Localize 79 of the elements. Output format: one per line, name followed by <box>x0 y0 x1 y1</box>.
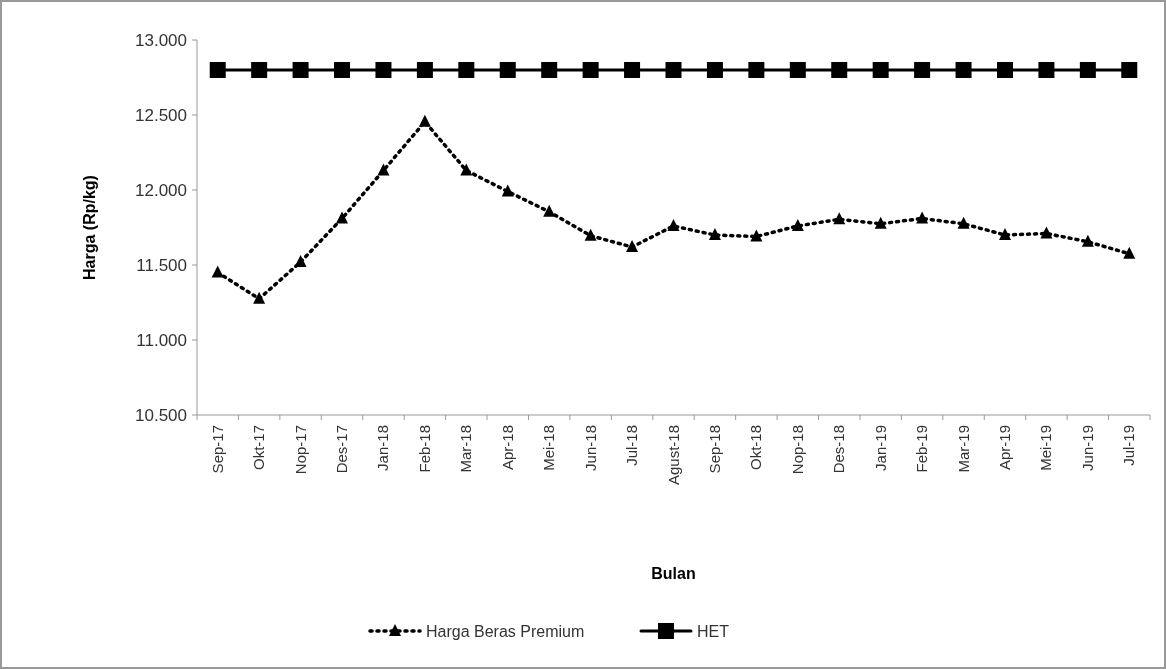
point <box>872 62 889 78</box>
point <box>251 62 268 78</box>
point <box>253 291 266 304</box>
x-tick-label: Jul-18 <box>623 425 641 466</box>
point <box>377 163 390 176</box>
point <box>998 228 1011 240</box>
point <box>336 211 349 224</box>
point <box>708 228 721 240</box>
point <box>914 62 931 78</box>
point <box>874 216 887 229</box>
x-tick-label: Jun-18 <box>581 425 599 471</box>
x-tick-label: Apr-18 <box>498 425 516 471</box>
point <box>916 211 929 224</box>
y-tick-label: 13.000 <box>135 30 187 50</box>
point <box>1040 226 1053 239</box>
x-tick-label: Des-18 <box>830 425 848 474</box>
legend-label: Harga Beras Premium <box>426 622 585 640</box>
point <box>334 62 351 78</box>
point <box>833 212 846 225</box>
point <box>460 163 473 176</box>
point <box>458 62 475 78</box>
point <box>665 62 682 78</box>
point <box>294 255 307 267</box>
x-tick-label: Jul-19 <box>1120 425 1138 466</box>
x-tick-label: Des-17 <box>333 425 351 474</box>
point <box>543 204 556 217</box>
point <box>791 219 804 231</box>
point <box>996 62 1013 78</box>
point <box>541 62 558 78</box>
y-axis-title: Harga (Rp/kg) <box>81 175 98 280</box>
y-tick-label: 10.500 <box>135 405 187 425</box>
x-tick-label: Jan-19 <box>871 425 889 471</box>
x-tick-label: Feb-19 <box>913 425 931 473</box>
point <box>955 62 972 78</box>
x-tick-label: Sep-18 <box>705 425 723 474</box>
point <box>211 265 224 278</box>
point <box>1081 234 1094 247</box>
x-tick-label: Jan-18 <box>374 425 392 471</box>
x-tick-label: Mar-19 <box>954 425 972 473</box>
point <box>626 240 639 252</box>
point <box>375 62 392 78</box>
y-tick-label: 12.500 <box>135 105 187 125</box>
x-tick-label: Agust-18 <box>664 425 682 486</box>
x-tick-label: Mei-18 <box>540 425 558 471</box>
point <box>789 62 806 78</box>
x-tick-label: Sep-17 <box>208 425 226 474</box>
point <box>582 62 599 78</box>
x-tick-label: Mei-19 <box>1037 425 1055 471</box>
x-tick-label: Okt-18 <box>747 425 765 471</box>
point <box>667 219 680 231</box>
x-axis-title: Bulan <box>651 565 696 582</box>
point <box>957 216 970 229</box>
point <box>418 114 431 127</box>
x-tick-label: Nop-18 <box>788 425 806 475</box>
point <box>501 184 514 197</box>
point <box>584 228 597 241</box>
point <box>624 62 641 78</box>
point <box>748 62 765 78</box>
x-tick-label: Feb-18 <box>415 425 433 473</box>
point <box>1123 246 1136 259</box>
point <box>499 62 516 78</box>
point <box>1038 62 1055 78</box>
x-tick-label: Mar-18 <box>457 425 475 473</box>
y-tick-label: 11.000 <box>136 330 187 350</box>
point <box>1121 62 1138 78</box>
legend-label: HET <box>697 622 730 640</box>
x-tick-label: Okt-17 <box>250 425 268 471</box>
y-tick-label: 12.000 <box>135 180 187 200</box>
point <box>1079 62 1096 78</box>
x-tick-label: Apr-19 <box>995 425 1013 471</box>
point <box>706 62 723 78</box>
point <box>209 62 226 78</box>
point <box>750 229 763 242</box>
x-tick-label: Jun-19 <box>1078 425 1096 471</box>
point <box>292 62 309 78</box>
point <box>416 62 433 78</box>
x-tick-label: Nop-17 <box>291 425 309 475</box>
y-tick-label: 11.500 <box>136 255 187 275</box>
point <box>831 62 848 78</box>
